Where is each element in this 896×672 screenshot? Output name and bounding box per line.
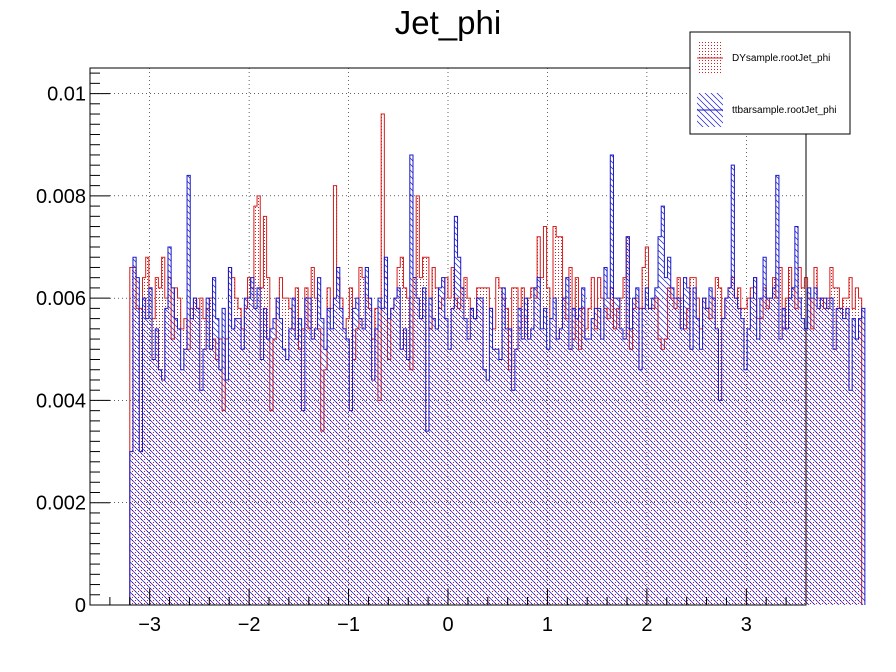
x-tick-label: −3 xyxy=(138,614,161,636)
legend-label-ttbar: ttbarsample.rootJet_phi xyxy=(732,105,837,116)
x-tick-label: −1 xyxy=(337,614,360,636)
x-tick-label: 2 xyxy=(641,614,652,636)
legend-label-dy: DYsample.rootJet_phi xyxy=(732,53,830,64)
series-outline-1 xyxy=(129,154,866,605)
histogram-bars xyxy=(90,113,866,606)
axes: −3 −2 −1 0 1 2 3 0 0.002 0.004 0.006 0.008 0.01 xyxy=(36,72,807,636)
y-tick-label: 0.008 xyxy=(36,186,86,208)
series-fill-1 xyxy=(129,154,865,605)
y-tick-label: 0.004 xyxy=(36,390,86,412)
y-tick-label: 0.002 xyxy=(36,493,86,515)
x-tick-label: 0 xyxy=(442,614,453,636)
y-tick-label: 0 xyxy=(75,595,86,617)
x-tick-label: 1 xyxy=(542,614,553,636)
x-tick-label: −2 xyxy=(238,614,261,636)
y-tick-label: 0.01 xyxy=(47,84,86,106)
legend: DYsample.rootJet_phi ttbarsample.rootJet… xyxy=(689,31,851,135)
chart-title: Jet_phi xyxy=(395,4,501,41)
y-tick-label: 0.006 xyxy=(36,288,86,310)
x-tick-label: 3 xyxy=(741,614,752,636)
